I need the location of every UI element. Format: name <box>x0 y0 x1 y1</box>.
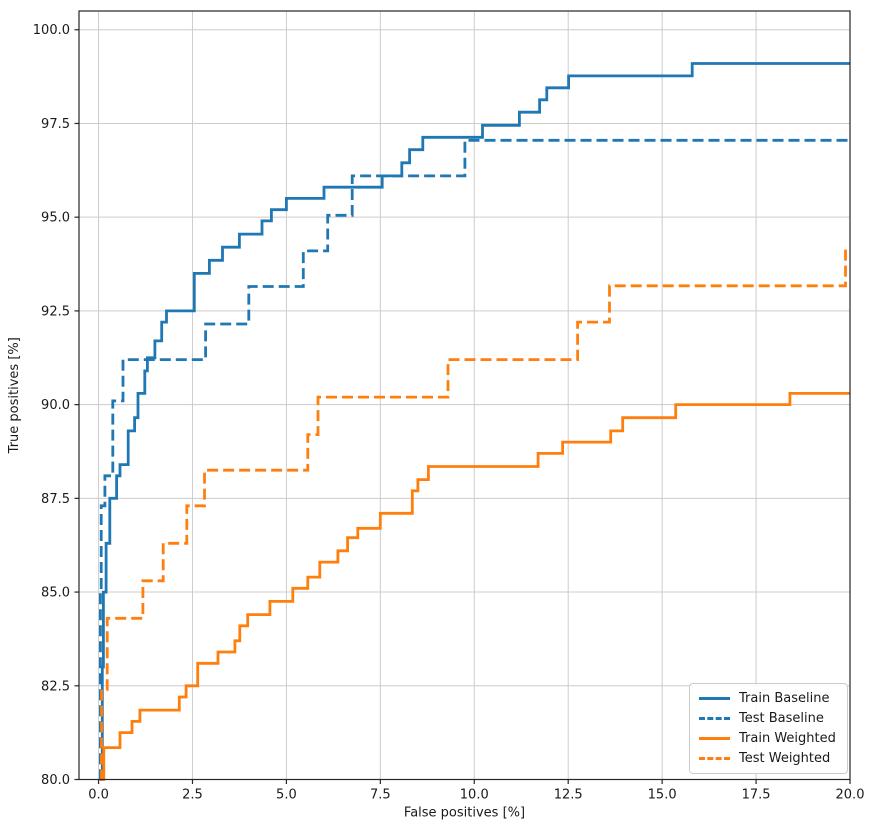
y-tick-label: 92.5 <box>41 304 70 319</box>
series-line-train-weighted <box>102 392 850 781</box>
y-tick-label: 95.0 <box>41 211 70 226</box>
x-tick-label: 17.5 <box>742 788 771 803</box>
legend-item-train-baseline: Train Baseline <box>699 692 838 705</box>
x-tick-label: 0.0 <box>88 788 109 803</box>
y-tick-label: 100.0 <box>33 23 70 38</box>
x-tick-label: 2.5 <box>182 788 203 803</box>
x-tick-label: 5.0 <box>276 788 297 803</box>
legend: Train Baseline Test Baseline Train Weigh… <box>689 683 848 774</box>
legend-label-test-weighted: Test Weighted <box>739 751 831 766</box>
legend-label-test-baseline: Test Baseline <box>739 711 824 726</box>
y-tick-label: 97.5 <box>41 117 70 132</box>
x-tick-label: 20.0 <box>836 788 865 803</box>
axes-spines <box>78 10 851 781</box>
x-tick-label: 7.5 <box>370 788 391 803</box>
y-tick-label: 82.5 <box>41 679 70 694</box>
series-line-test-weighted <box>100 247 850 781</box>
test-weighted-line-sample <box>699 757 730 760</box>
y-tick-label: 90.0 <box>41 398 70 413</box>
legend-label-train-weighted: Train Weighted <box>739 731 836 746</box>
legend-item-test-weighted: Test Weighted <box>699 752 838 765</box>
test-baseline-line-sample <box>699 717 730 720</box>
train-baseline-line-sample <box>699 697 730 700</box>
x-axis-label: False positives [%] <box>404 806 525 821</box>
series-line-train-baseline <box>100 62 850 781</box>
y-axis-label: True positives [%] <box>7 337 22 454</box>
legend-item-train-weighted: Train Weighted <box>699 732 838 745</box>
x-tick-label: 10.0 <box>460 788 489 803</box>
legend-label-train-baseline: Train Baseline <box>739 691 830 706</box>
legend-item-test-baseline: Test Baseline <box>699 712 838 725</box>
series-line-test-baseline <box>99 138 850 781</box>
train-weighted-line-sample <box>699 737 730 740</box>
x-tick-label: 12.5 <box>554 788 583 803</box>
x-tick-label: 15.0 <box>648 788 677 803</box>
y-tick-label: 87.5 <box>41 492 70 507</box>
y-tick-label: 85.0 <box>41 586 70 601</box>
y-tick-label: 80.0 <box>41 773 70 788</box>
